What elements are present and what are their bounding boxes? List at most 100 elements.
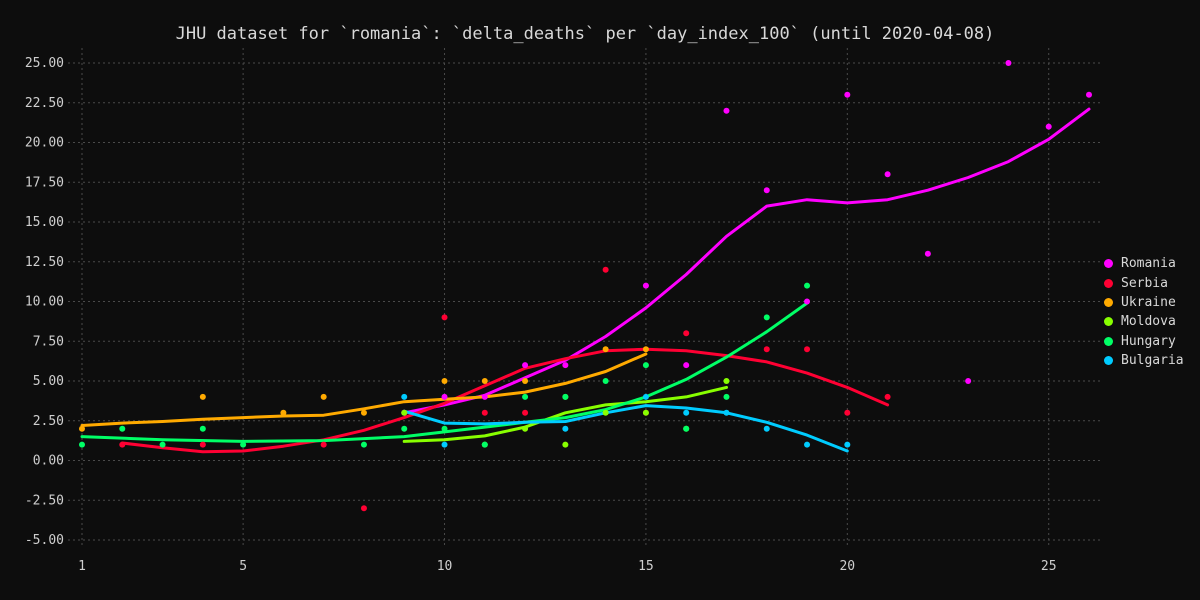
y-tick-label: 7.50 xyxy=(33,334,64,349)
point-ukraine xyxy=(481,378,488,384)
point-romania xyxy=(441,393,448,400)
point-romania xyxy=(683,362,690,369)
point-hungary xyxy=(723,393,730,400)
legend-swatch-romania xyxy=(1104,259,1113,269)
point-moldova xyxy=(562,441,569,448)
y-tick-label: 10.00 xyxy=(25,295,64,310)
data-points xyxy=(79,60,1092,512)
point-romania xyxy=(1045,123,1052,130)
point-moldova xyxy=(522,425,529,432)
trend-line-moldova xyxy=(402,385,728,443)
legend-item-ukraine: Ukraine xyxy=(1104,293,1184,312)
point-romania xyxy=(562,362,569,369)
legend-label-hungary: Hungary xyxy=(1121,333,1176,349)
point-serbia xyxy=(602,266,609,273)
point-serbia xyxy=(844,409,851,416)
legend-item-moldova: Moldova xyxy=(1104,312,1184,331)
y-tick-label: -2.50 xyxy=(25,493,64,508)
point-hungary xyxy=(602,378,609,384)
legend-label-serbia: Serbia xyxy=(1121,275,1168,291)
point-serbia xyxy=(360,505,367,512)
y-tick-label: 5.00 xyxy=(33,374,64,389)
point-serbia xyxy=(884,393,891,400)
point-ukraine xyxy=(360,409,367,416)
point-hungary xyxy=(119,425,126,432)
point-romania xyxy=(804,298,811,305)
x-tick-label: 20 xyxy=(839,559,855,574)
point-hungary xyxy=(159,441,166,448)
point-ukraine xyxy=(280,409,287,416)
point-bulgaria xyxy=(401,393,408,400)
y-tick-label: 20.00 xyxy=(25,136,64,151)
y-tick-label: 2.50 xyxy=(33,414,64,429)
point-hungary xyxy=(763,314,770,321)
legend-item-romania: Romania xyxy=(1104,254,1184,273)
point-serbia xyxy=(481,409,488,416)
point-ukraine xyxy=(199,393,206,400)
trend-line-serbia xyxy=(120,347,890,454)
y-tick-label: 15.00 xyxy=(25,215,64,230)
axes: -5.00 -2.50 0.00 2.50 5.00 7.50 10.00 12.50 15.0… xyxy=(25,56,1057,574)
legend-label-ukraine: Ukraine xyxy=(1121,294,1176,310)
legend-swatch-ukraine xyxy=(1104,297,1113,307)
legend-swatch-bulgaria xyxy=(1104,356,1113,366)
legend-label-bulgaria: Bulgaria xyxy=(1121,353,1184,369)
grid xyxy=(68,48,1102,548)
point-hungary xyxy=(360,441,367,448)
point-romania xyxy=(763,187,770,194)
point-serbia xyxy=(683,330,690,337)
legend-swatch-moldova xyxy=(1104,317,1113,327)
point-moldova xyxy=(401,409,408,416)
point-hungary xyxy=(199,425,206,432)
point-romania xyxy=(723,107,730,114)
y-tick-label: 22.50 xyxy=(25,96,64,111)
x-tick-label: 10 xyxy=(437,559,453,574)
legend-swatch-serbia xyxy=(1104,278,1113,288)
legend-item-bulgaria: Bulgaria xyxy=(1104,351,1184,370)
y-tick-label: 25.00 xyxy=(25,56,64,71)
chart-title: JHU dataset for `romania`: `delta_deaths… xyxy=(175,24,995,44)
y-tick-label: 0.00 xyxy=(33,454,64,469)
point-hungary xyxy=(683,425,690,432)
point-romania xyxy=(924,250,931,257)
point-bulgaria xyxy=(642,393,649,400)
point-bulgaria xyxy=(683,409,690,416)
y-tick-label: -5.00 xyxy=(25,533,64,548)
point-hungary xyxy=(240,441,247,448)
point-bulgaria xyxy=(723,409,730,416)
legend-item-serbia: Serbia xyxy=(1104,273,1184,292)
y-tick-label: 12.50 xyxy=(25,255,64,270)
point-hungary xyxy=(804,282,811,289)
y-tick-label: 17.50 xyxy=(25,175,64,190)
legend-item-hungary: Hungary xyxy=(1104,332,1184,351)
x-tick-label: 15 xyxy=(638,559,654,574)
point-ukraine xyxy=(642,346,649,353)
point-romania xyxy=(884,171,891,178)
point-bulgaria xyxy=(844,441,851,448)
point-serbia xyxy=(320,441,327,448)
point-hungary xyxy=(401,425,408,432)
point-bulgaria xyxy=(562,425,569,432)
point-hungary xyxy=(642,362,649,369)
point-moldova xyxy=(602,409,609,416)
point-serbia xyxy=(522,409,529,416)
point-bulgaria xyxy=(441,441,448,448)
legend-label-moldova: Moldova xyxy=(1121,314,1176,330)
point-serbia xyxy=(119,441,126,448)
point-ukraine xyxy=(320,393,327,400)
x-tick-label: 1 xyxy=(78,559,86,574)
point-romania xyxy=(642,282,649,289)
trend-line-romania xyxy=(402,107,1091,415)
point-ukraine xyxy=(441,378,448,384)
point-bulgaria xyxy=(763,425,770,432)
point-hungary xyxy=(79,441,85,448)
trend-lines xyxy=(80,107,1091,454)
point-hungary xyxy=(562,393,569,400)
point-serbia xyxy=(441,314,448,321)
point-hungary xyxy=(441,425,448,432)
point-hungary xyxy=(522,393,529,400)
point-moldova xyxy=(642,409,649,416)
point-bulgaria xyxy=(804,441,811,448)
point-serbia xyxy=(763,346,770,353)
